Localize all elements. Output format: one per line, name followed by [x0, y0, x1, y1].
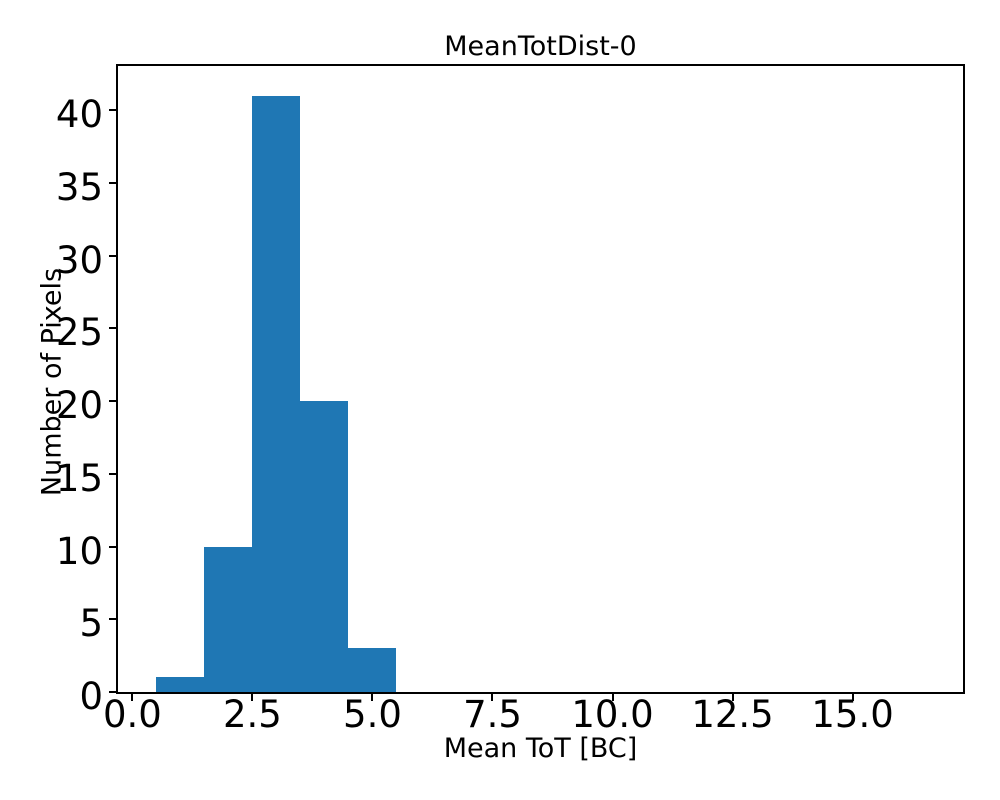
y-tick-label: 15 — [55, 456, 103, 500]
y-tick-label: 35 — [55, 166, 103, 210]
histogram-bar — [252, 95, 301, 692]
y-tick-mark — [109, 254, 116, 257]
y-tick-mark — [109, 618, 116, 621]
chart-title: MeanTotDist-0 — [444, 31, 637, 62]
histogram-bar — [348, 648, 397, 692]
y-tick-mark — [109, 400, 116, 403]
histogram-bar — [300, 401, 349, 692]
y-tick-label: 40 — [55, 93, 103, 137]
x-tick-mark — [611, 694, 614, 701]
x-tick-mark — [731, 694, 734, 701]
x-tick-mark — [131, 694, 134, 701]
histogram-bar — [204, 546, 253, 692]
y-tick-mark — [109, 182, 116, 185]
x-tick-mark — [851, 694, 854, 701]
y-tick-mark — [109, 109, 116, 112]
x-tick-label: 2.5 — [223, 693, 282, 736]
x-axis-label: Mean ToT [BC] — [443, 733, 638, 764]
x-tick-mark — [251, 694, 254, 701]
y-tick-label: 5 — [79, 602, 103, 646]
plot-area: 0.0 2.5 5.0 7.5 10.0 12.5 15.0 0 5 10 15 20 25 30 35 40 — [56, 64, 965, 733]
y-tick-label: 20 — [55, 384, 103, 428]
histogram-bar — [156, 677, 205, 692]
x-tick-mark — [491, 694, 494, 701]
x-tick-label: 15.0 — [811, 693, 894, 736]
x-tick-label: 0.0 — [102, 693, 162, 736]
x-tick-label: 5.0 — [343, 693, 402, 736]
x-tick-label: 7.5 — [463, 693, 522, 736]
x-tick-mark — [371, 694, 374, 701]
y-tick-label: 25 — [55, 311, 103, 355]
y-tick-mark — [109, 545, 116, 548]
x-tick-label: 12.5 — [691, 693, 774, 736]
x-tick-label: 10.0 — [571, 693, 654, 736]
y-tick-mark — [109, 327, 116, 330]
y-tick-mark — [109, 472, 116, 475]
y-tick-label: 0 — [79, 675, 103, 718]
y-tick-label: 10 — [55, 529, 103, 573]
y-tick-mark — [109, 691, 116, 693]
y-tick-label: 30 — [55, 238, 103, 282]
